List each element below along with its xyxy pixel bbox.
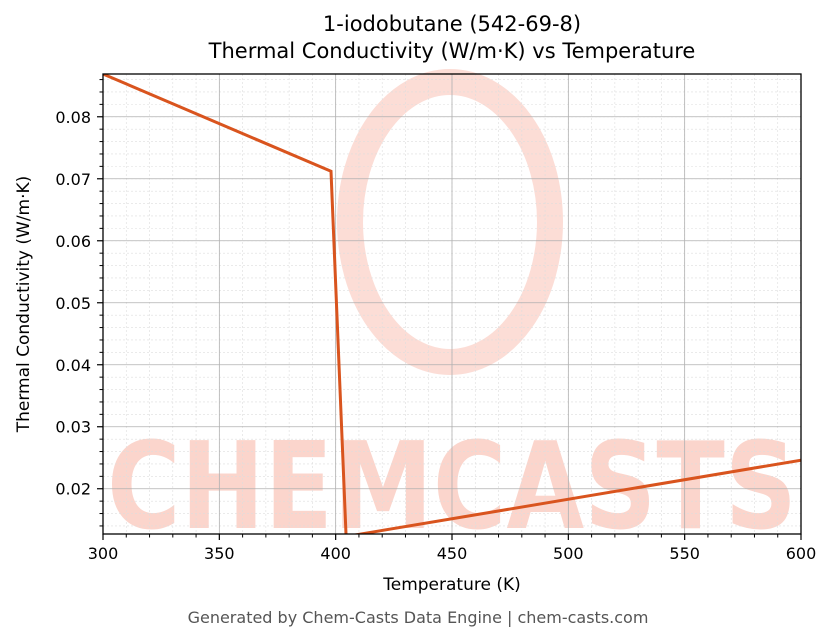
svg-text:500: 500 (553, 544, 584, 563)
svg-text:0.03: 0.03 (55, 418, 91, 437)
svg-text:0.04: 0.04 (55, 356, 91, 375)
y-axis-ticks: 0.02 0.03 0.04 0.05 0.06 0.07 0.08 (55, 79, 103, 527)
svg-text:0.08: 0.08 (55, 108, 91, 127)
svg-text:400: 400 (320, 544, 351, 563)
svg-text:0.02: 0.02 (55, 480, 91, 499)
svg-text:350: 350 (204, 544, 235, 563)
data-series (103, 74, 801, 534)
svg-text:0.05: 0.05 (55, 294, 91, 313)
svg-text:0.06: 0.06 (55, 232, 91, 251)
svg-text:300: 300 (88, 544, 119, 563)
chart-title-line2: Thermal Conductivity (W/m·K) vs Temperat… (208, 39, 696, 63)
svg-text:550: 550 (669, 544, 700, 563)
footer-credit: Generated by Chem-Casts Data Engine | ch… (187, 608, 649, 627)
x-axis-label: Temperature (K) (383, 575, 521, 595)
x-axis-ticks: 300 350 400 450 500 550 600 (88, 534, 817, 563)
y-axis-label: Thermal Conductivity (W/m·K) (14, 175, 34, 433)
svg-text:600: 600 (786, 544, 817, 563)
svg-text:450: 450 (437, 544, 468, 563)
chart-title-line1: 1-iodobutane (542-69-8) (322, 12, 582, 36)
svg-text:0.07: 0.07 (55, 170, 91, 189)
